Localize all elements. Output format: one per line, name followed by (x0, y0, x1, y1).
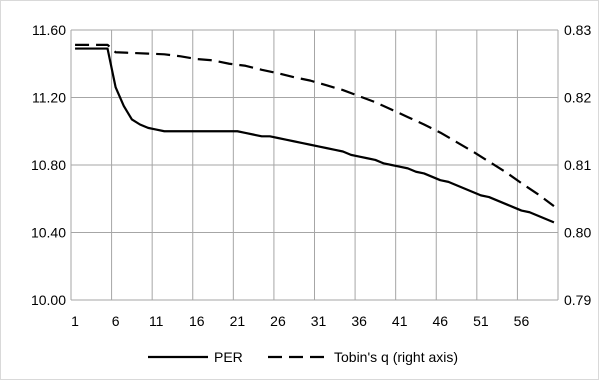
legend: PER Tobin's q (right axis) (148, 349, 458, 365)
x-tick-label: 36 (351, 313, 367, 329)
left-tick-label: 10.00 (31, 292, 66, 308)
left-tick-label: 11.60 (32, 22, 66, 38)
x-axis-ticks: 1 6 11 16 21 26 31 36 41 46 51 56 (71, 313, 529, 329)
right-tick-label: 0.79 (564, 292, 591, 308)
x-tick-label: 41 (392, 313, 408, 329)
left-tick-label: 11.20 (32, 90, 66, 106)
x-tick-label: 11 (149, 313, 164, 329)
legend-label: PER (214, 349, 243, 365)
x-tick-label: 56 (514, 313, 530, 329)
series-line-per (75, 47, 555, 224)
x-tick-label: 46 (433, 313, 449, 329)
left-tick-label: 10.80 (31, 157, 66, 173)
x-tick-label: 6 (112, 313, 120, 329)
x-tick-label: 16 (189, 313, 205, 329)
legend-label: Tobin's q (right axis) (334, 349, 458, 365)
right-tick-label: 0.80 (564, 225, 591, 241)
left-axis-ticks: 10.00 10.40 10.80 11.20 11.60 (31, 22, 66, 308)
x-tick-label: 1 (71, 313, 79, 329)
series-lines (75, 43, 555, 224)
right-tick-label: 0.83 (564, 22, 591, 38)
x-tick-label: 51 (473, 313, 489, 329)
right-axis-ticks: 0.79 0.80 0.81 0.82 0.83 (564, 22, 591, 308)
x-tick-label: 31 (311, 313, 327, 329)
x-tick-label: 21 (230, 313, 246, 329)
right-tick-label: 0.82 (564, 90, 591, 106)
left-tick-label: 10.40 (31, 225, 66, 241)
right-tick-label: 0.81 (564, 157, 591, 173)
series-line-tobins-q (75, 43, 555, 208)
x-tick-label: 26 (270, 313, 286, 329)
